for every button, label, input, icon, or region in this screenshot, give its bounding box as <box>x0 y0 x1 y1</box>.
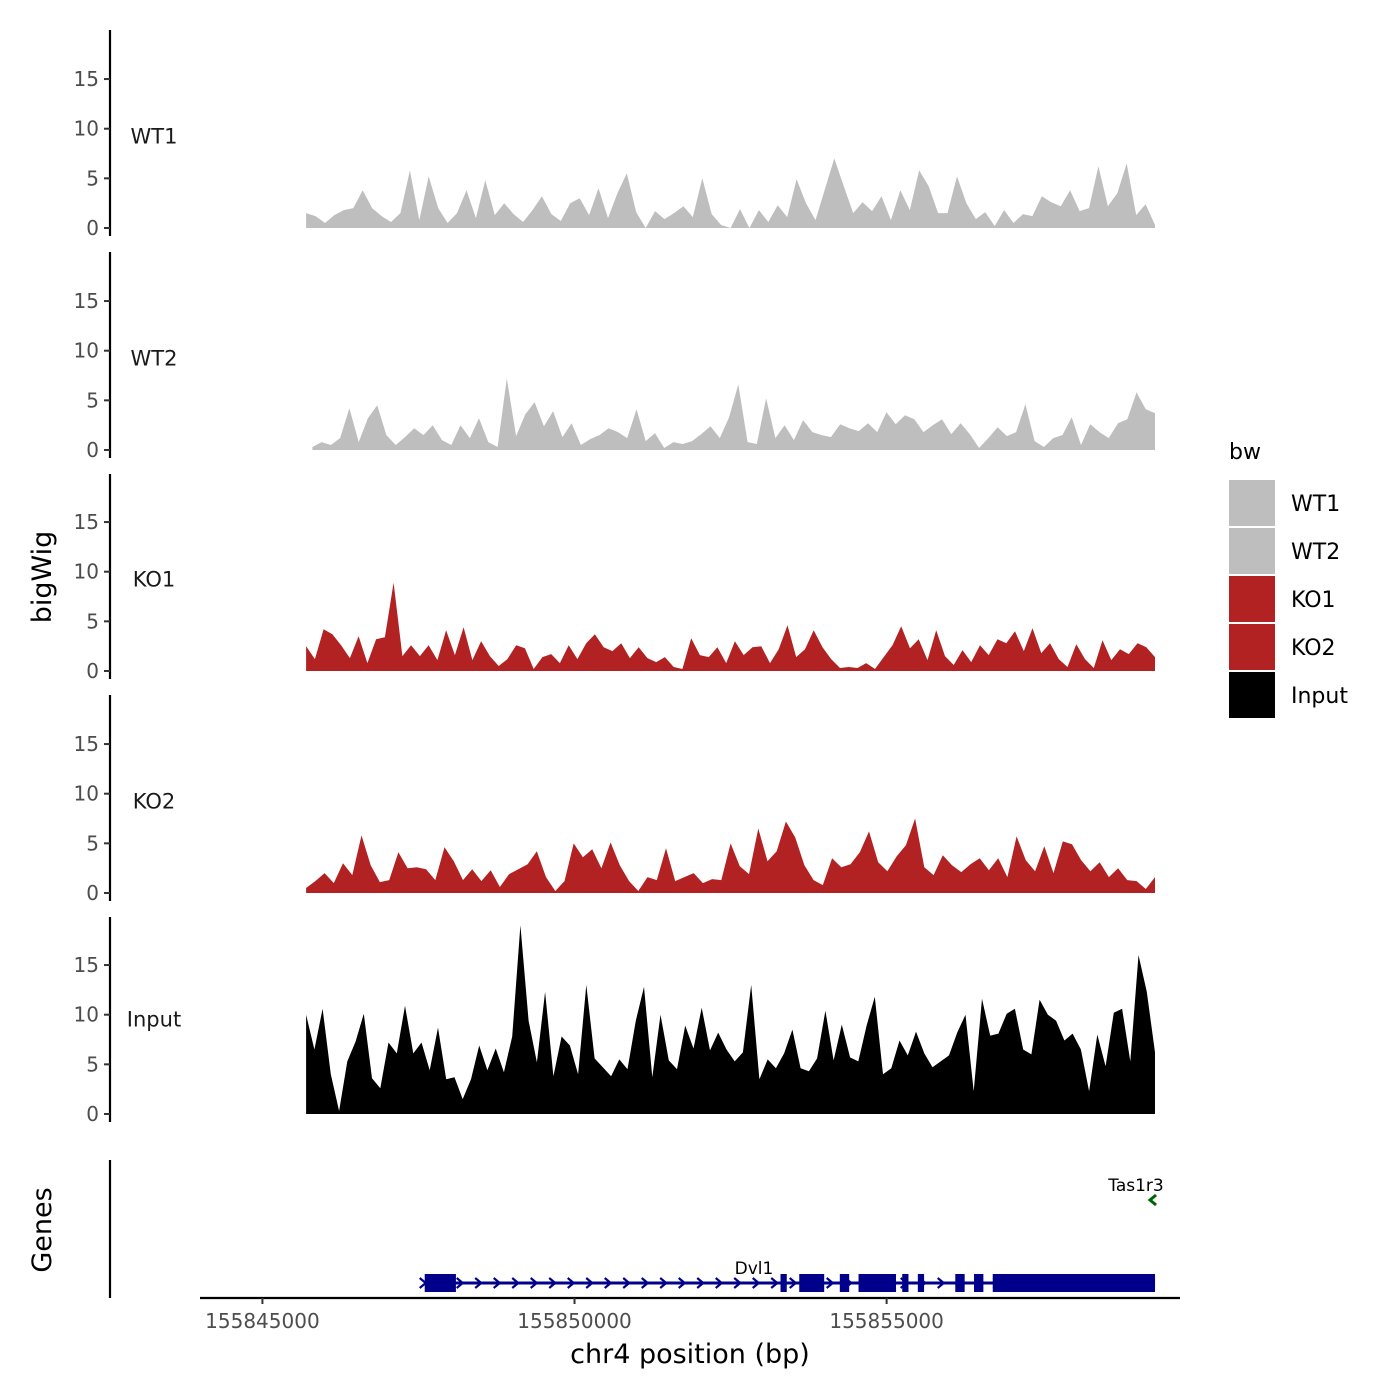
y-tick-label: 10 <box>74 782 99 806</box>
strand-arrow <box>548 1277 557 1289</box>
signal-area-wt2 <box>312 378 1155 450</box>
panel-input: 0 5 10 15 Input <box>74 917 1156 1126</box>
strand-arrow <box>530 1277 539 1289</box>
strand-arrow <box>585 1277 594 1289</box>
signal-area-wt1 <box>306 158 1156 228</box>
y-tick-label: 5 <box>86 609 99 633</box>
y-tick-label: 15 <box>74 510 99 534</box>
panel-ko1: 0 5 10 15 KO1 <box>74 474 1156 683</box>
genes-track-title: Genes <box>27 1187 58 1272</box>
strand-arrow <box>641 1277 650 1289</box>
strand-arrow <box>733 1277 742 1289</box>
x-tick-label: 155845000 <box>205 1309 320 1333</box>
sample-label-input: Input <box>127 1008 181 1032</box>
legend-label-ko1: KO1 <box>1291 588 1336 613</box>
gene-exon <box>992 1274 1156 1292</box>
strand-arrow <box>474 1277 483 1289</box>
strand-arrow <box>622 1277 631 1289</box>
y-tick-label: 10 <box>74 1003 99 1027</box>
legend-title: bw <box>1229 440 1261 465</box>
y-tick-label: 0 <box>86 438 99 462</box>
strand-arrow <box>715 1277 724 1289</box>
x-tick-label: 155855000 <box>829 1309 944 1333</box>
legend-label-wt2: WT2 <box>1291 540 1340 565</box>
y-tick-label: 0 <box>86 216 99 240</box>
strand-arrow <box>937 1277 946 1289</box>
legend-key-input <box>1229 672 1275 718</box>
gene-label-dvl1: Dvl1 <box>735 1259 774 1279</box>
strand-arrow <box>789 1277 798 1289</box>
genes-track: Dvl1 Tas1r3 <box>108 1160 1164 1298</box>
sample-label-wt1: WT1 <box>131 125 178 149</box>
legend-label-ko2: KO2 <box>1291 636 1336 661</box>
x-axis: 155845000 155850000 155855000 <box>200 1296 1180 1333</box>
panel-wt2: 0 5 10 15 WT2 <box>74 252 1155 462</box>
gene-exon <box>955 1274 965 1292</box>
gene-tas1r3-arrow <box>1147 1193 1157 1207</box>
y-tick-label: 10 <box>74 339 99 363</box>
y-tick-label: 10 <box>74 560 99 584</box>
legend: bw WT1 WT2 KO1 KO2 Input <box>1229 440 1348 718</box>
strand-arrow <box>493 1277 502 1289</box>
strand-arrow <box>678 1277 687 1289</box>
y-tick-label: 15 <box>74 289 99 313</box>
legend-key-wt1 <box>1229 480 1275 526</box>
strand-arrow <box>696 1277 705 1289</box>
y-tick-label: 15 <box>74 953 99 977</box>
x-axis-title: chr4 position (bp) <box>570 1339 810 1370</box>
y-tick-label: 15 <box>74 67 99 91</box>
y-tick-label: 5 <box>86 166 99 190</box>
y-tick-label: 0 <box>86 659 99 683</box>
strand-arrow <box>604 1277 613 1289</box>
gene-label-tas1r3: Tas1r3 <box>1107 1176 1163 1196</box>
y-axis-title: bigWig <box>27 531 58 624</box>
signal-area-ko2 <box>306 818 1156 893</box>
x-tick-label: 155850000 <box>517 1309 632 1333</box>
panel-ko2: 0 5 10 15 KO2 <box>74 695 1156 905</box>
legend-label-wt1: WT1 <box>1291 492 1340 517</box>
gene-exon <box>917 1274 925 1292</box>
legend-key-ko1 <box>1229 576 1275 622</box>
y-tick-label: 10 <box>74 117 99 141</box>
y-tick-label: 5 <box>86 831 99 855</box>
strand-arrow <box>752 1277 761 1289</box>
gene-exon <box>799 1274 825 1292</box>
sample-label-ko2: KO2 <box>133 790 176 814</box>
sample-label-wt2: WT2 <box>131 347 178 371</box>
y-tick-label: 5 <box>86 1052 99 1076</box>
gene-exon <box>780 1274 787 1292</box>
strand-arrow <box>826 1277 835 1289</box>
strand-arrow <box>770 1277 779 1289</box>
strand-arrow <box>511 1277 520 1289</box>
legend-label-input: Input <box>1291 684 1348 709</box>
gene-exon <box>902 1274 909 1292</box>
strand-arrow <box>567 1277 576 1289</box>
y-tick-label: 15 <box>74 732 99 756</box>
legend-key-wt2 <box>1229 528 1275 574</box>
y-tick-label: 0 <box>86 881 99 905</box>
signal-panels: 0 5 10 15 WT1 0 5 10 15 WT2 0 5 10 15 KO1 0 5 10 15 KO2 0 5 10… <box>74 30 1156 1126</box>
y-tick-label: 0 <box>86 1102 99 1126</box>
signal-area-input <box>306 925 1156 1114</box>
y-tick-label: 5 <box>86 388 99 412</box>
strand-arrow <box>659 1277 668 1289</box>
gene-exon <box>974 1274 984 1292</box>
gene-exon <box>424 1274 456 1292</box>
sample-label-ko1: KO1 <box>133 568 176 592</box>
panel-wt1: 0 5 10 15 WT1 <box>74 30 1156 240</box>
gene-exon <box>858 1274 896 1292</box>
legend-key-ko2 <box>1229 624 1275 670</box>
gene-exon <box>839 1274 850 1292</box>
strand-arrow <box>456 1277 465 1289</box>
signal-area-ko1 <box>306 582 1156 671</box>
